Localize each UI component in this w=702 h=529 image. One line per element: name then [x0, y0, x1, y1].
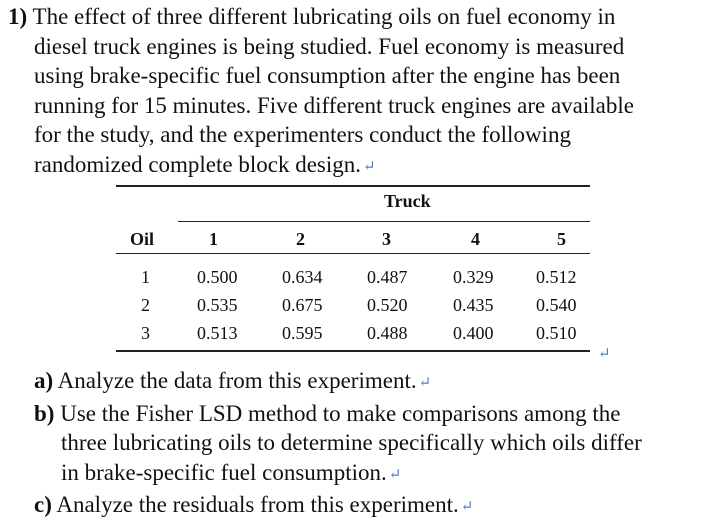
table-cell: 0.487 — [367, 267, 408, 287]
table-cell: 0.488 — [367, 323, 408, 343]
question-b: b) Use the Fisher LSD method to make com… — [34, 399, 698, 429]
table-cell: 0.520 — [367, 295, 408, 315]
intro-line-1: 1) The effect of three different lubrica… — [8, 2, 698, 32]
intro-line-4: running for 15 minutes. Five different t… — [34, 92, 634, 118]
intro-line-2: diesel truck engines is being studied. F… — [34, 33, 625, 59]
oil-row-label: 1 — [141, 267, 150, 287]
intro-text-6: randomized complete block design. — [34, 151, 362, 177]
question-a: a) Analyze the data from this experiment… — [34, 366, 698, 399]
return-mark-icon: ↵ — [598, 346, 611, 362]
question-list: a) Analyze the data from this experiment… — [34, 366, 698, 523]
truck-col-header-4: 4 — [471, 229, 480, 249]
truck-col-header-2: 2 — [296, 229, 305, 249]
table-top-rule — [116, 185, 590, 187]
truck-col-header-5: 5 — [557, 229, 566, 249]
return-mark-icon: ↵ — [363, 158, 376, 175]
table-bottom-rule — [116, 350, 590, 352]
truck-rule — [178, 221, 590, 222]
oil-row-label: 3 — [141, 323, 150, 343]
intro-line-3: using brake-specific fuel consumption af… — [34, 63, 621, 88]
table-cell: 0.329 — [453, 267, 494, 287]
header-rule — [116, 253, 590, 254]
intro-line-6: randomized complete block design. ↵ — [8, 150, 698, 183]
question-b-text-3: in brake-specific fuel consumption. — [61, 459, 387, 485]
return-mark-icon: ↵ — [460, 499, 474, 515]
truck-header: Truck — [384, 191, 431, 211]
table-cell: 0.540 — [536, 295, 577, 315]
truck-col-header-3: 3 — [382, 229, 391, 249]
problem-statement: 1) The effect of three different lubrica… — [8, 2, 698, 182]
question-a-tag: a) — [34, 368, 54, 393]
table-cell: 0.535 — [197, 295, 238, 315]
table-cell: 0.675 — [282, 295, 323, 315]
truck-col-header-1: 1 — [209, 229, 218, 249]
intro-text-1: The effect of three different lubricatin… — [32, 4, 616, 29]
question-b-line-3: in brake-specific fuel consumption. ↵ — [34, 458, 698, 491]
intro-line-5: for the study, and the experimenters con… — [34, 122, 571, 147]
question-b-tag: b) — [34, 400, 55, 426]
question-c-tag: c) — [34, 492, 52, 517]
table-cell: 0.634 — [282, 267, 323, 287]
oil-header: Oil — [130, 229, 155, 249]
oil-row-label: 2 — [141, 295, 150, 315]
problem-intro: 1) The effect of three different lubrica… — [8, 2, 698, 182]
question-c-text: Analyze the residuals from this experime… — [56, 492, 459, 517]
return-mark-icon: ↵ — [418, 375, 432, 391]
table-cell: 0.435 — [453, 295, 494, 315]
question-b-text-1: Use the Fisher LSD method to make compar… — [60, 400, 621, 426]
question-a-text: Analyze the data from this experiment. — [57, 368, 417, 393]
table-cell: 0.512 — [536, 267, 577, 287]
question-b-text-2: three lubricating oils to determine spec… — [61, 430, 642, 455]
table-cell: 0.500 — [197, 267, 238, 287]
table-cell: 0.513 — [197, 323, 238, 343]
table-cell: 0.595 — [282, 323, 323, 343]
table-cell: 0.400 — [453, 323, 494, 343]
table-cell: 0.510 — [536, 323, 577, 343]
return-mark-icon: ↵ — [388, 466, 402, 483]
question-c: c) Analyze the residuals from this exper… — [34, 490, 698, 523]
problem-number: 1) — [8, 4, 28, 29]
